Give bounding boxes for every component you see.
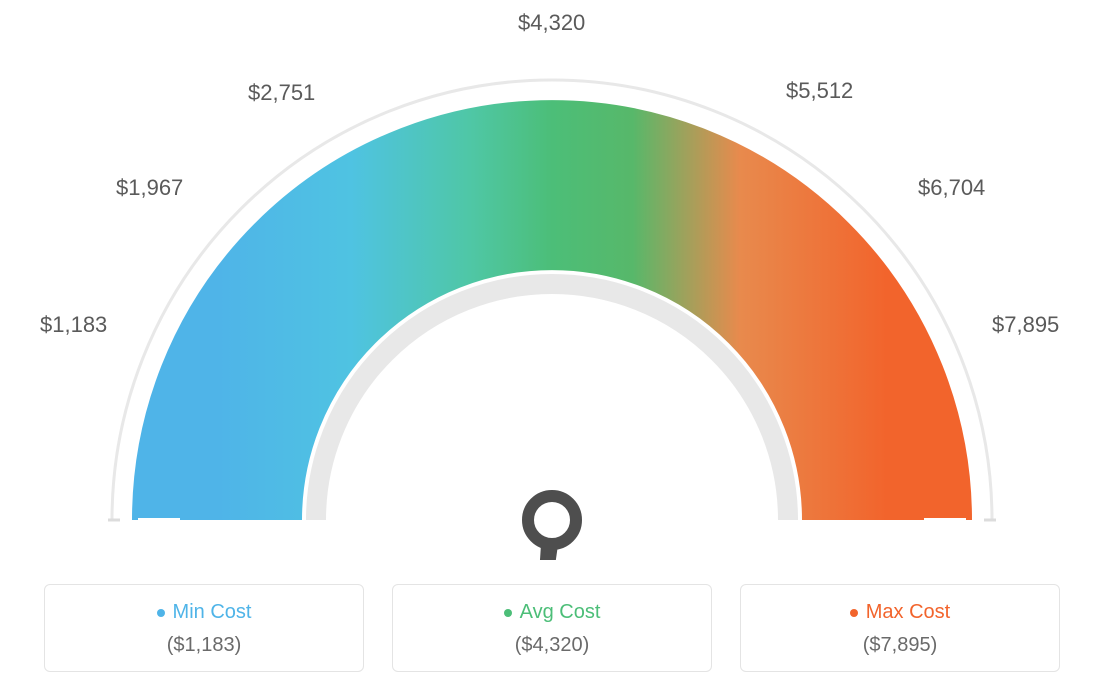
legend-value-max: ($7,895) [741,634,1059,657]
legend-card-max: Max Cost ($7,895) [740,584,1060,672]
legend-card-min: Min Cost ($1,183) [44,584,364,672]
gauge-tick-label: $6,704 [918,175,985,201]
legend-card-avg: Avg Cost ($4,320) [392,584,712,672]
legend-title-avg-text: Avg Cost [520,601,601,624]
gauge-tick-label: $5,512 [786,78,853,104]
gauge-tick-label: $7,895 [992,312,1059,338]
legend-title-min-text: Min Cost [173,601,252,624]
gauge-tick-label: $1,183 [40,312,107,338]
legend-title-max: Max Cost [850,601,950,624]
legend-dot-min [157,609,165,617]
legend-title-min: Min Cost [157,601,252,624]
legend-title-avg: Avg Cost [504,601,601,624]
gauge-svg [0,0,1104,560]
legend-title-max-text: Max Cost [866,601,950,624]
legend-value-min: ($1,183) [45,634,363,657]
legend-row: Min Cost ($1,183) Avg Cost ($4,320) Max … [0,584,1104,672]
gauge-chart: $1,183 $1,967 $2,751 $4,320 $5,512 $6,704 $7,8… [0,0,1104,560]
legend-value-avg: ($4,320) [393,634,711,657]
gauge-tick-label: $2,751 [248,80,315,106]
legend-dot-avg [504,609,512,617]
gauge-tick-label: $1,967 [116,175,183,201]
gauge-tick-label: $4,320 [518,10,585,36]
legend-dot-max [850,609,858,617]
